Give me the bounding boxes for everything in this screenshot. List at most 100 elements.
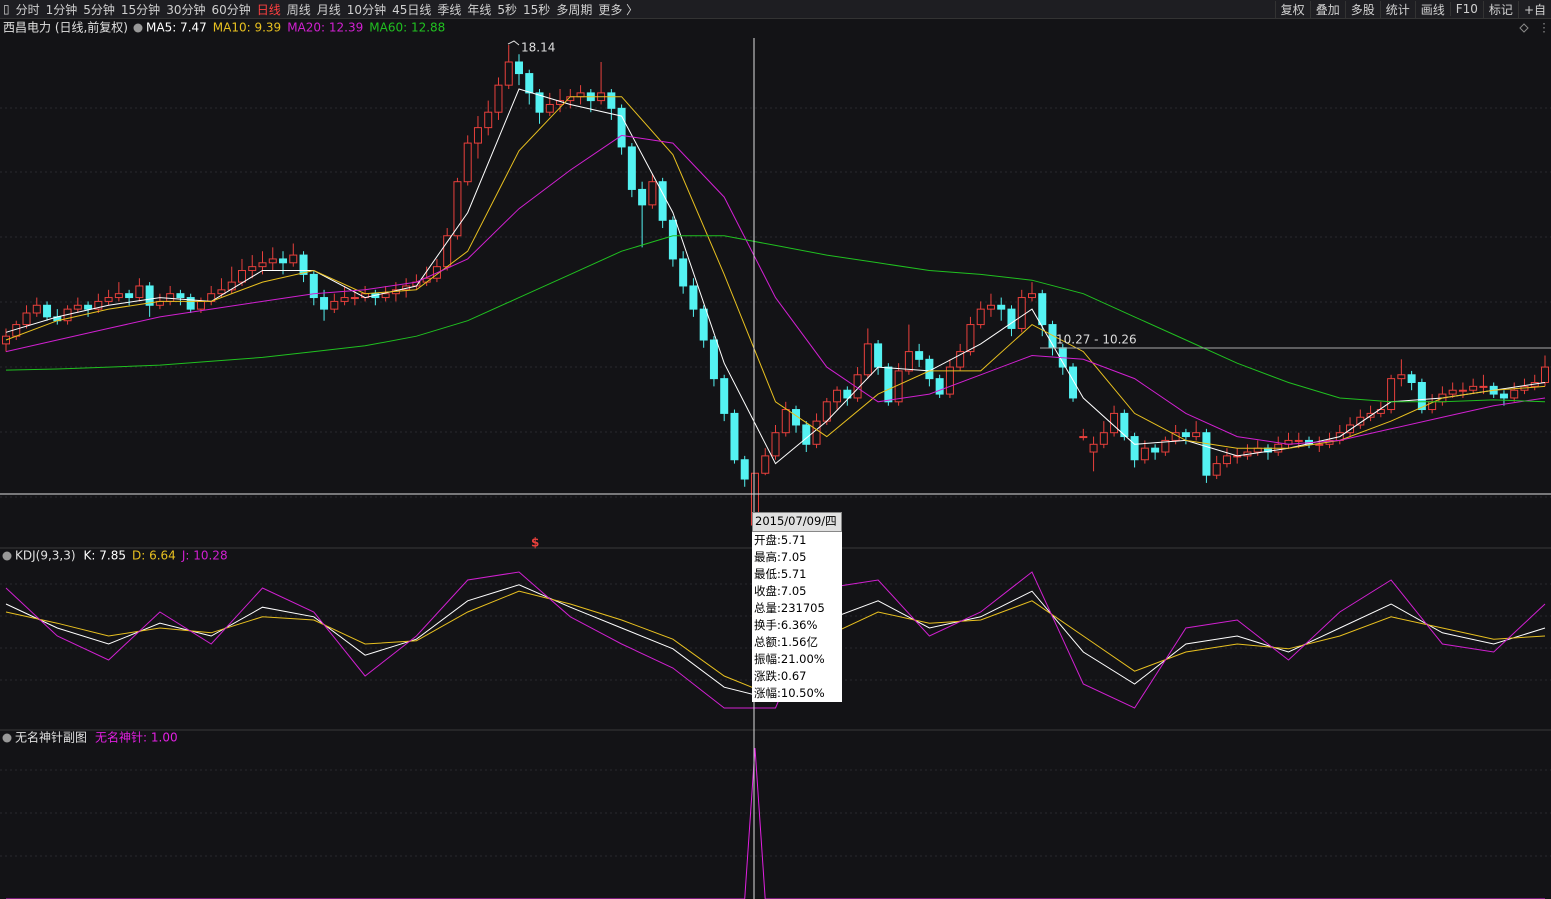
candle-body — [289, 254, 298, 264]
candle-body — [1448, 389, 1457, 395]
period-tab[interactable]: 多周期 — [556, 2, 593, 17]
ma-line — [5, 88, 1546, 465]
candle-body — [802, 424, 811, 445]
candle-body — [699, 308, 708, 341]
tool-bar: 复权 叠加 多股 统计 画线 F10 标记 +自 — [1274, 0, 1551, 18]
candle-body — [104, 297, 113, 302]
tooltip-row: 涨幅:10.50% — [754, 686, 825, 700]
indicator-label: 无名神针: 1.00 — [95, 730, 178, 745]
candle-body — [668, 219, 677, 260]
candle-body — [515, 61, 523, 75]
candle-body — [1202, 432, 1211, 476]
candle-body — [976, 308, 985, 326]
candle-body — [853, 374, 862, 399]
candle-body — [1356, 416, 1365, 426]
candle-body — [227, 281, 236, 291]
candle-body — [494, 84, 503, 113]
indicator-label: MA10: 9.39 — [213, 21, 281, 35]
icon[interactable] — [1519, 23, 1529, 33]
candle-body — [94, 300, 103, 310]
tool-button[interactable]: 多股 — [1344, 0, 1380, 18]
candle-body — [32, 304, 41, 314]
collapse-icon — [133, 23, 143, 33]
peak-label: 18.14 — [521, 41, 555, 55]
period-tab[interactable]: 周线 — [286, 2, 311, 17]
tool-button[interactable]: 复权 — [1274, 0, 1310, 18]
candle-body — [1469, 385, 1478, 391]
candle-body — [833, 389, 842, 403]
period-tab[interactable]: 月线 — [316, 2, 341, 17]
candle-body — [956, 351, 965, 368]
period-tab[interactable]: 5秒 — [497, 2, 518, 17]
candle-body — [720, 378, 729, 414]
candle-body — [1192, 432, 1201, 438]
candle-body — [658, 181, 667, 221]
candle-body — [176, 293, 185, 299]
candle-body — [114, 293, 123, 299]
period-tab[interactable]: 更多 〉 — [598, 2, 639, 17]
candle-body — [679, 258, 688, 287]
candle-body — [792, 409, 801, 426]
period-tab[interactable]: 1分钟 — [45, 2, 78, 17]
period-tab[interactable]: 分时 — [15, 2, 40, 17]
candle-body — [1499, 393, 1508, 399]
tool-button[interactable]: 画线 — [1414, 0, 1450, 18]
candle-body — [525, 73, 534, 94]
period-tab[interactable]: 15秒 — [523, 2, 551, 17]
candle-body — [1181, 432, 1190, 438]
candle-body — [925, 358, 934, 380]
candle-body — [617, 107, 626, 148]
signal: $ — [531, 536, 539, 550]
candle-body — [781, 409, 790, 434]
candle-body — [997, 304, 1006, 310]
tool-button[interactable]: 叠加 — [1309, 0, 1345, 18]
period-tab[interactable]: 日线 — [256, 2, 281, 17]
candle-body — [84, 304, 93, 310]
tool-button[interactable]: +自 — [1517, 0, 1551, 18]
period-tab[interactable]: 10分钟 — [346, 2, 387, 17]
marks — [2, 45, 1549, 899]
grid — [0, 107, 1551, 857]
candle-body — [504, 61, 513, 86]
candle-body — [1120, 412, 1129, 438]
period-tab[interactable]: 年线 — [467, 2, 492, 17]
candle-body — [863, 343, 872, 376]
tool-button[interactable]: 统计 — [1379, 0, 1415, 18]
period-tab[interactable]: 季线 — [437, 2, 462, 17]
period-tab[interactable]: 60分钟 — [211, 2, 251, 17]
candle-body — [966, 324, 975, 353]
tool-button[interactable]: 标记 — [1482, 0, 1518, 18]
candle-body — [22, 312, 31, 326]
period-tab[interactable]: 15分钟 — [120, 2, 161, 17]
candle-body — [1099, 432, 1108, 445]
candle-body — [576, 92, 585, 98]
candle-body — [166, 293, 175, 302]
candle-body — [689, 285, 698, 310]
period-tab[interactable]: 45日线 — [392, 2, 432, 17]
candle-body — [1397, 374, 1406, 380]
candle-body — [884, 366, 893, 403]
tool-button[interactable]: F10 — [1449, 2, 1483, 16]
period-tab[interactable]: 30分钟 — [166, 2, 206, 17]
candle-body — [1161, 439, 1170, 453]
candle-body — [1315, 443, 1324, 446]
candle-body — [1151, 447, 1160, 453]
candle-body — [196, 300, 205, 310]
indicator-label: K: 7.85 — [84, 549, 126, 563]
needle-line — [6, 747, 1545, 899]
candle-body — [771, 432, 780, 457]
tooltip-date: 2015/07/09/四 — [752, 512, 842, 532]
candle-body — [545, 103, 554, 113]
candle-body — [904, 351, 913, 372]
candle-body — [607, 92, 616, 109]
candle-body — [761, 455, 770, 474]
candle-body — [463, 142, 472, 183]
candle-body — [1069, 366, 1078, 399]
period-tab[interactable]: 5分钟 — [83, 2, 115, 17]
candle-body — [443, 235, 452, 268]
icon[interactable]: ⋮ — [1538, 21, 1550, 35]
candle-body — [874, 343, 883, 368]
candle-body — [330, 300, 339, 310]
icon[interactable]: ▯ — [3, 2, 10, 16]
